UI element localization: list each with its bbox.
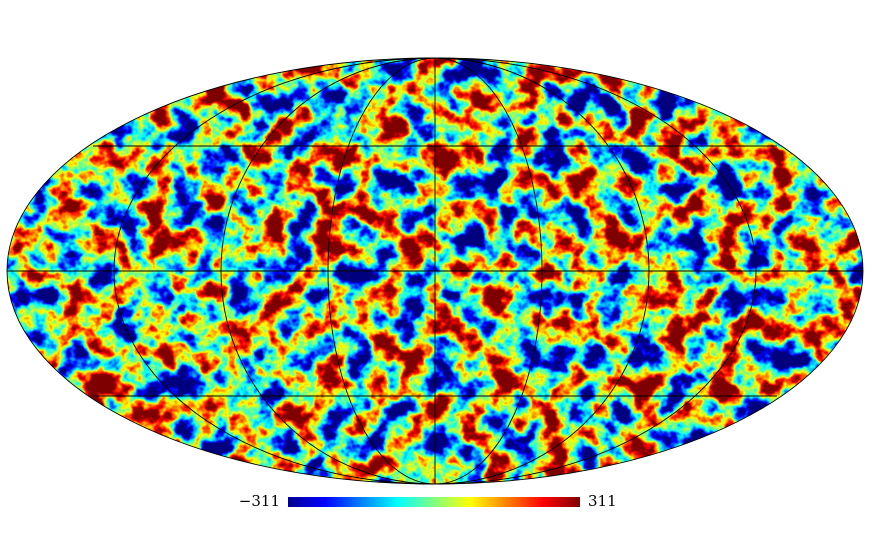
map-outline <box>6 57 864 485</box>
graticule <box>6 57 864 485</box>
colorbar-label: −311 <box>239 492 280 510</box>
colorbar-label: 311 <box>588 492 617 510</box>
colorbar <box>288 497 580 507</box>
